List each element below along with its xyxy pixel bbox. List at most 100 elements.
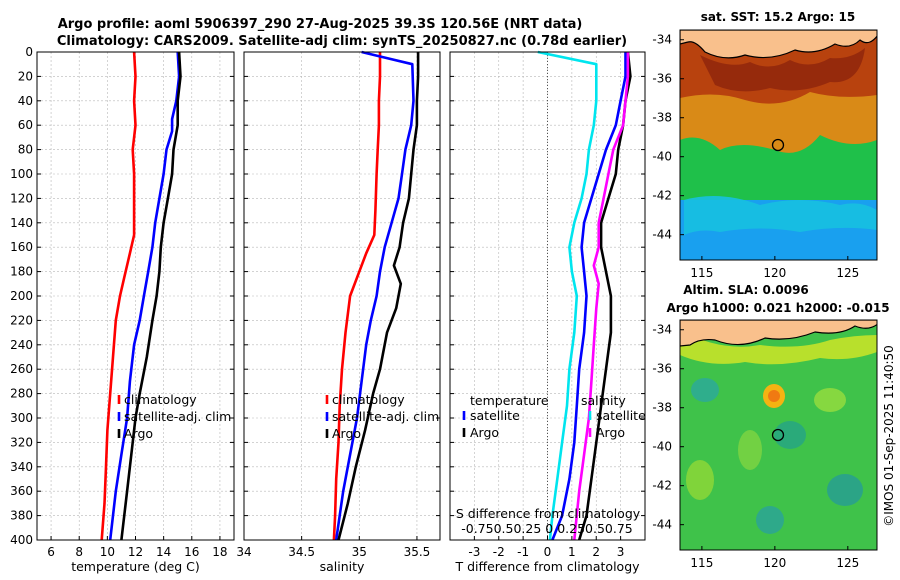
legend-label: Argo	[332, 426, 361, 441]
legend-label: satellite-adj. clim	[332, 409, 439, 424]
depth-tick-label: 80	[18, 143, 33, 157]
salinity-series-climatology	[332, 52, 382, 541]
legend-label: climatology	[124, 392, 197, 407]
depth-tick-label: 400	[10, 533, 33, 547]
sst-argo-marker	[771, 138, 785, 152]
depth-tick-label: 40	[18, 94, 33, 108]
imos-credit: ©IMOS 01-Sep-2025 11:40:50	[882, 345, 896, 527]
sla-coastal-band	[680, 330, 877, 365]
temperature-xtick-label: 14	[156, 545, 171, 559]
difference-xtick-label: -1	[517, 545, 529, 559]
temperature-xtick-label: 12	[128, 545, 143, 559]
sst-map-ytick-label: -40	[652, 150, 672, 164]
depth-tick-label: 200	[10, 289, 33, 303]
depth-tick-label: 0	[25, 45, 33, 59]
sla-low-eddy-1	[691, 378, 719, 402]
sla-high-eddy-3	[814, 388, 846, 412]
sla-high-eddy-2	[686, 460, 714, 500]
sla-map-ytick-label: -34	[652, 323, 672, 337]
depth-tick-label: 280	[10, 387, 33, 401]
temperature-series-argo	[120, 51, 182, 541]
depth-tick-label: 240	[10, 338, 33, 352]
s-axis-ticks: -0.750.50.25 0 0.250.50.75	[461, 521, 633, 536]
title-line2: Climatology: CARS2009. Satellite-adj cli…	[57, 34, 627, 49]
temperature-xtick-label: 18	[212, 545, 227, 559]
depth-tick-label: 320	[10, 435, 33, 449]
legend-label: Argo	[470, 425, 499, 440]
salinity-xtick-label: 35.5	[404, 545, 431, 559]
temperature-xtick-label: 6	[47, 545, 55, 559]
temperature-panel: 0 20 40 60 80 100 120 140 160 180 200 220 240 260 280 3…	[10, 45, 235, 574]
difference-xtick-label: 1	[568, 545, 576, 559]
difference-xtick-label: 0	[544, 545, 552, 559]
difference-series-s-argo	[573, 52, 630, 541]
depth-tick-label: 300	[10, 411, 33, 425]
map-ticks: -34 -36 -38 -40 -42 -44 115 120 125 -34 -36 -38 -40 -…	[652, 33, 859, 570]
sla-map-ytick-label: -40	[652, 440, 672, 454]
difference-xlabel: T difference from climatology	[454, 559, 640, 574]
sst-map-ytick-label: -44	[652, 228, 672, 242]
sla-map-ytick-label: -44	[652, 518, 672, 532]
temperature-series-climatology	[100, 51, 137, 541]
sla-low-eddy-2	[774, 421, 806, 449]
sst-land	[680, 30, 877, 59]
sst-map-ytick-label: -36	[652, 72, 672, 86]
sla-map-xtick-label: 120	[763, 556, 786, 570]
sst-map-xtick-label: 125	[836, 266, 859, 280]
sst-cyan-band	[684, 196, 877, 235]
depth-tick-label: 340	[10, 460, 33, 474]
depth-tick-label: 120	[10, 191, 33, 205]
depth-tick-label: 20	[18, 69, 33, 83]
sla-high-eddy-1	[738, 430, 762, 470]
sst-map-ytick-label: -42	[652, 189, 672, 203]
difference-series-t-satellite	[551, 52, 627, 541]
sst-map-frame	[679, 29, 878, 261]
sla-map-frame	[679, 319, 878, 551]
temperature-xtick-label: 16	[184, 545, 199, 559]
depth-tick-label: 100	[10, 167, 33, 181]
sst-map-ytick-label: -34	[652, 33, 672, 47]
difference-xtick-label: 2	[592, 545, 600, 559]
sla-map-ytick-label: -42	[652, 479, 672, 493]
difference-xtick-label: -3	[468, 545, 480, 559]
sla-map-xtick-label: 115	[690, 556, 713, 570]
legend-label: satellite	[470, 408, 520, 423]
sla-low-eddy-4	[756, 506, 784, 534]
sst-map-xtick-label: 120	[763, 266, 786, 280]
legend-salinity-title: salinity	[581, 393, 626, 408]
salinity-xtick-label: 34	[236, 545, 251, 559]
salinity-xtick-label: 34.5	[288, 545, 315, 559]
depth-tick-label: 140	[10, 216, 33, 230]
temperature-series-satellite-adj-clim	[108, 51, 181, 541]
depth-tick-label: 160	[10, 240, 33, 254]
sla-map	[679, 319, 878, 551]
depth-tick-label: 180	[10, 265, 33, 279]
s-axis-label: S difference from climatology	[456, 506, 641, 521]
sla-low-eddy-3	[827, 474, 863, 506]
depth-tick-label: 60	[18, 118, 33, 132]
title-line1: Argo profile: aoml 5906397_290 27-Aug-20…	[58, 17, 583, 32]
depth-tick-label: 360	[10, 484, 33, 498]
temperature-xtick-label: 10	[100, 545, 115, 559]
temperature-xtick-label: 8	[75, 545, 83, 559]
depth-tick-label: 220	[10, 313, 33, 327]
difference-panel: -3 -2 -1 0 1 2 3T difference from climatology t…	[449, 50, 646, 574]
salinity-xtick-label: 35	[352, 545, 367, 559]
sla-map-ytick-label: -36	[652, 362, 672, 376]
legend-label: Argo	[124, 426, 153, 441]
depth-tick-label: 260	[10, 362, 33, 376]
sst-hottest-patch	[700, 48, 865, 92]
sst-map-xtick-label: 115	[690, 266, 713, 280]
legend-label: satellite	[596, 408, 646, 423]
difference-series-s-satellite	[537, 50, 598, 541]
sla-map-title-line1: Altim. SLA: 0.0096	[683, 283, 809, 297]
sst-map	[679, 29, 878, 261]
temperature-xlabel: temperature (deg C)	[71, 559, 200, 574]
legend-label: climatology	[332, 392, 405, 407]
difference-xtick-label: 3	[617, 545, 625, 559]
sla-map-ytick-label: -38	[652, 401, 672, 415]
legend-label: satellite-adj. clim	[124, 409, 231, 424]
sla-argo-marker	[771, 428, 785, 442]
legend-label: Argo	[596, 425, 625, 440]
